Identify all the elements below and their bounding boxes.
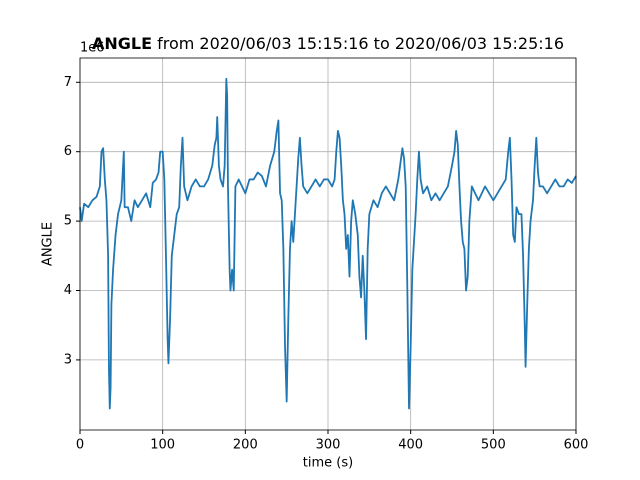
y-tick-label: 7 [64,75,72,90]
plot-frame [79,57,577,431]
y-offset-label: 1e6 [80,41,105,56]
y-axis-label: ANGLE [41,222,56,266]
x-tick-label: 300 [316,438,341,453]
x-tick-label: 0 [76,438,84,453]
title-text: from 2020/06/03 15:15:16 to 2020/06/03 1… [157,34,564,53]
x-tick-label: 500 [481,438,506,453]
x-tick-label: 200 [233,438,258,453]
data-line [79,77,577,410]
x-tick-label: 100 [150,438,175,453]
y-tick-label: 5 [64,214,72,229]
x-tick-label: 600 [564,438,589,453]
title-bold: ANGLE [92,34,152,53]
x-axis-label: time (s) [303,456,353,471]
x-tick-label: 400 [398,438,423,453]
y-tick-label: 4 [64,283,72,298]
chart-title: ANGLE from 2020/06/03 15:15:16 to 2020/0… [92,34,564,53]
y-tick-label: 6 [64,144,72,159]
y-tick-label: 3 [64,352,72,367]
